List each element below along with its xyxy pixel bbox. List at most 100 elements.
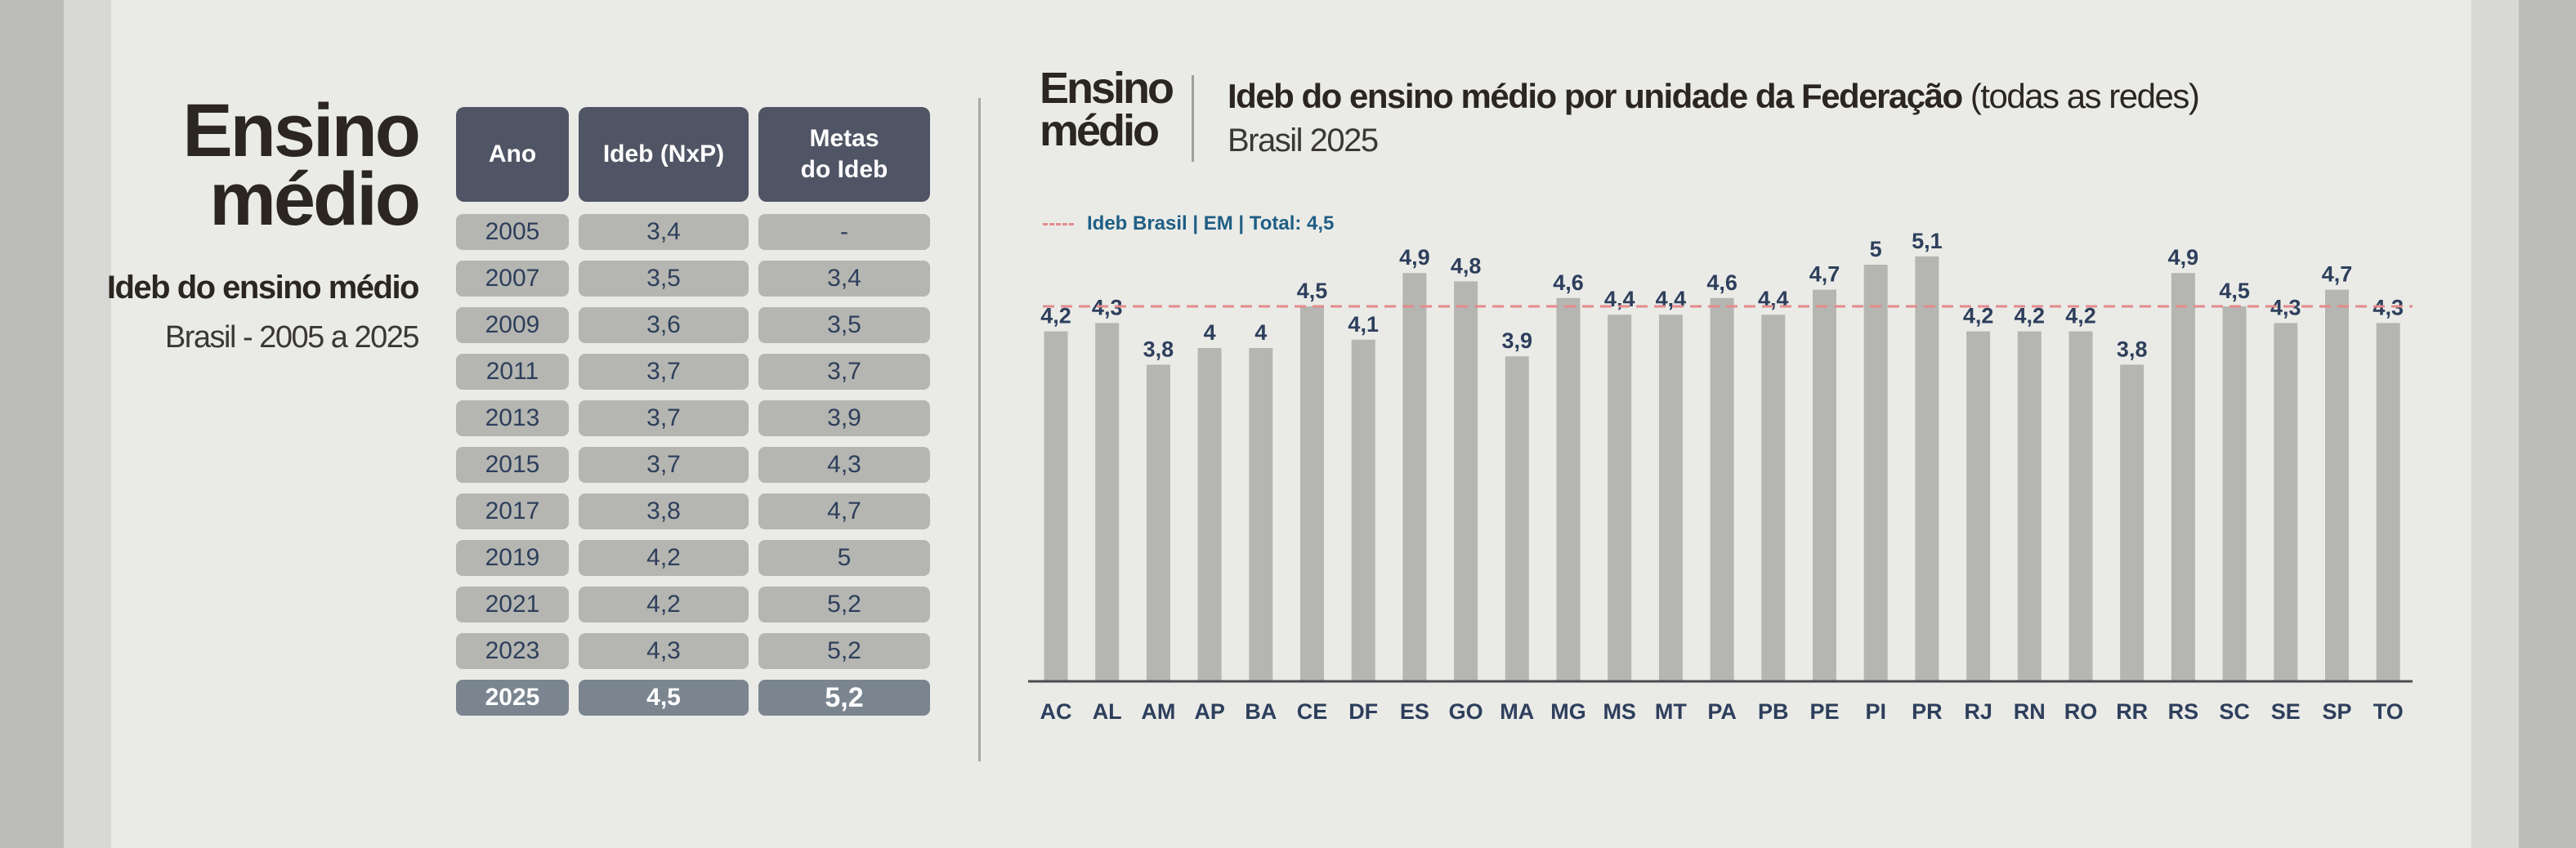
category-label-RO: RO xyxy=(2064,699,2098,724)
bar-SE xyxy=(2274,323,2298,681)
bar-MS xyxy=(1608,315,1632,681)
right-inner-band xyxy=(2471,0,2519,848)
value-label-DF: 4,1 xyxy=(1348,312,1379,337)
cell-ideb: 3,5 xyxy=(579,261,749,297)
category-label-SP: SP xyxy=(2322,699,2351,724)
value-label-PI: 5 xyxy=(1870,237,1882,261)
right-margin-band xyxy=(2519,0,2576,848)
cell-ideb: 3,7 xyxy=(579,354,749,390)
cell-meta: 3,9 xyxy=(758,400,930,436)
bar-PA xyxy=(1710,297,1734,681)
section-range: Brasil - 2005 a 2025 xyxy=(164,320,420,355)
bar-CE xyxy=(1300,306,1324,681)
cell-ideb: 3,8 xyxy=(579,493,749,529)
section-title-line1: Ensino xyxy=(182,89,421,172)
cell-meta: - xyxy=(758,214,930,250)
bar-AM xyxy=(1146,364,1170,681)
cell-year: 2019 xyxy=(456,540,569,576)
category-label-SC: SC xyxy=(2219,699,2250,724)
category-label-PE: PE xyxy=(1809,699,1839,724)
value-label-BA: 4 xyxy=(1254,320,1267,345)
category-label-RS: RS xyxy=(2168,699,2199,724)
value-label-PR: 5,1 xyxy=(1912,229,1943,253)
cell-meta: 4,7 xyxy=(758,493,930,529)
category-label-CE: CE xyxy=(1297,699,1328,724)
category-label-RN: RN xyxy=(2014,699,2046,724)
cell-year: 2017 xyxy=(456,493,569,529)
cell-meta: 5,2 xyxy=(758,587,930,623)
chart-section-label-line1: Ensino xyxy=(1040,64,1174,113)
category-label-AM: AM xyxy=(1141,699,1175,724)
bar-PB xyxy=(1761,315,1786,681)
section-divider xyxy=(978,98,981,761)
bar-RO xyxy=(2068,331,2093,681)
bar-RN xyxy=(2017,331,2042,681)
cell-year: 2015 xyxy=(456,447,569,483)
category-label-BA: BA xyxy=(1245,699,1277,724)
value-label-MG: 4,6 xyxy=(1553,270,1584,295)
bar-MT xyxy=(1658,315,1683,681)
category-label-DF: DF xyxy=(1348,699,1378,724)
cell-meta: 5 xyxy=(758,540,930,576)
cell-meta: 3,4 xyxy=(758,261,930,297)
bar-AL xyxy=(1095,323,1120,681)
cell-meta: 3,5 xyxy=(758,307,930,343)
bar-MG xyxy=(1556,297,1581,681)
section-title-line2: médio xyxy=(209,158,421,241)
section-title: Ensino médio xyxy=(75,89,421,241)
left-inner-band xyxy=(64,0,111,848)
bar-SC xyxy=(2222,306,2247,681)
category-label-AL: AL xyxy=(1093,699,1122,724)
bar-PI xyxy=(1863,265,1888,681)
category-label-MA: MA xyxy=(1500,699,1534,724)
value-label-ES: 4,9 xyxy=(1399,245,1430,270)
cell-year: 2011 xyxy=(456,354,569,390)
cell-ideb: 3,7 xyxy=(579,447,749,483)
value-label-AP: 4 xyxy=(1204,320,1216,345)
value-label-AC: 4,2 xyxy=(1040,304,1071,328)
chart-section-label-line2: médio xyxy=(1040,106,1160,155)
category-label-AP: AP xyxy=(1194,699,1225,724)
value-label-RN: 4,2 xyxy=(2015,304,2046,328)
legend-reference-line xyxy=(1043,222,1074,225)
cell-meta: 5,2 xyxy=(758,680,930,716)
bar-AP xyxy=(1197,348,1222,681)
cell-ideb: 3,7 xyxy=(579,400,749,436)
chart-title-rest: (todas as redes) xyxy=(1961,77,2200,115)
bar-PR xyxy=(1915,256,1939,681)
section-subtitle: Ideb do ensino médio xyxy=(106,270,420,306)
bar-RJ xyxy=(1966,331,1991,681)
cell-meta: 4,3 xyxy=(758,447,930,483)
category-label-PB: PB xyxy=(1758,699,1789,724)
left-margin-band xyxy=(0,0,64,848)
value-label-RS: 4,9 xyxy=(2168,245,2199,270)
chart-legend: Ideb Brasil | EM | Total: 4,5 xyxy=(1043,212,1334,235)
cell-meta: 3,7 xyxy=(758,354,930,390)
value-label-GO: 4,8 xyxy=(1451,253,1482,278)
cell-year: 2009 xyxy=(456,307,569,343)
bar-PE xyxy=(1813,289,1836,681)
value-label-PA: 4,6 xyxy=(1706,270,1737,295)
header-metas-line1: Metas xyxy=(809,125,879,152)
value-label-SP: 4,7 xyxy=(2322,262,2353,287)
value-label-MS: 4,4 xyxy=(1604,287,1635,311)
value-label-AM: 3,8 xyxy=(1143,337,1174,361)
category-label-MS: MS xyxy=(1603,699,1636,724)
value-label-CE: 4,5 xyxy=(1297,279,1328,303)
cell-year: 2023 xyxy=(456,633,569,669)
header-ideb: Ideb (NxP) xyxy=(579,107,749,202)
legend-label: Ideb Brasil | EM | Total: 4,5 xyxy=(1087,212,1335,234)
chart-title: Ideb do ensino médio por unidade da Fede… xyxy=(1228,77,2200,116)
bar-DF xyxy=(1351,339,1375,681)
cell-ideb: 4,5 xyxy=(579,680,749,716)
category-label-RJ: RJ xyxy=(1964,699,1992,724)
cell-ideb: 3,4 xyxy=(579,214,749,250)
cell-year: 2021 xyxy=(456,587,569,623)
value-label-RR: 3,8 xyxy=(2117,337,2148,361)
bar-BA xyxy=(1249,348,1273,681)
cell-ideb: 4,3 xyxy=(579,633,749,669)
cell-ideb: 4,2 xyxy=(579,587,749,623)
category-label-TO: TO xyxy=(2373,699,2404,724)
cell-year: 2005 xyxy=(456,214,569,250)
